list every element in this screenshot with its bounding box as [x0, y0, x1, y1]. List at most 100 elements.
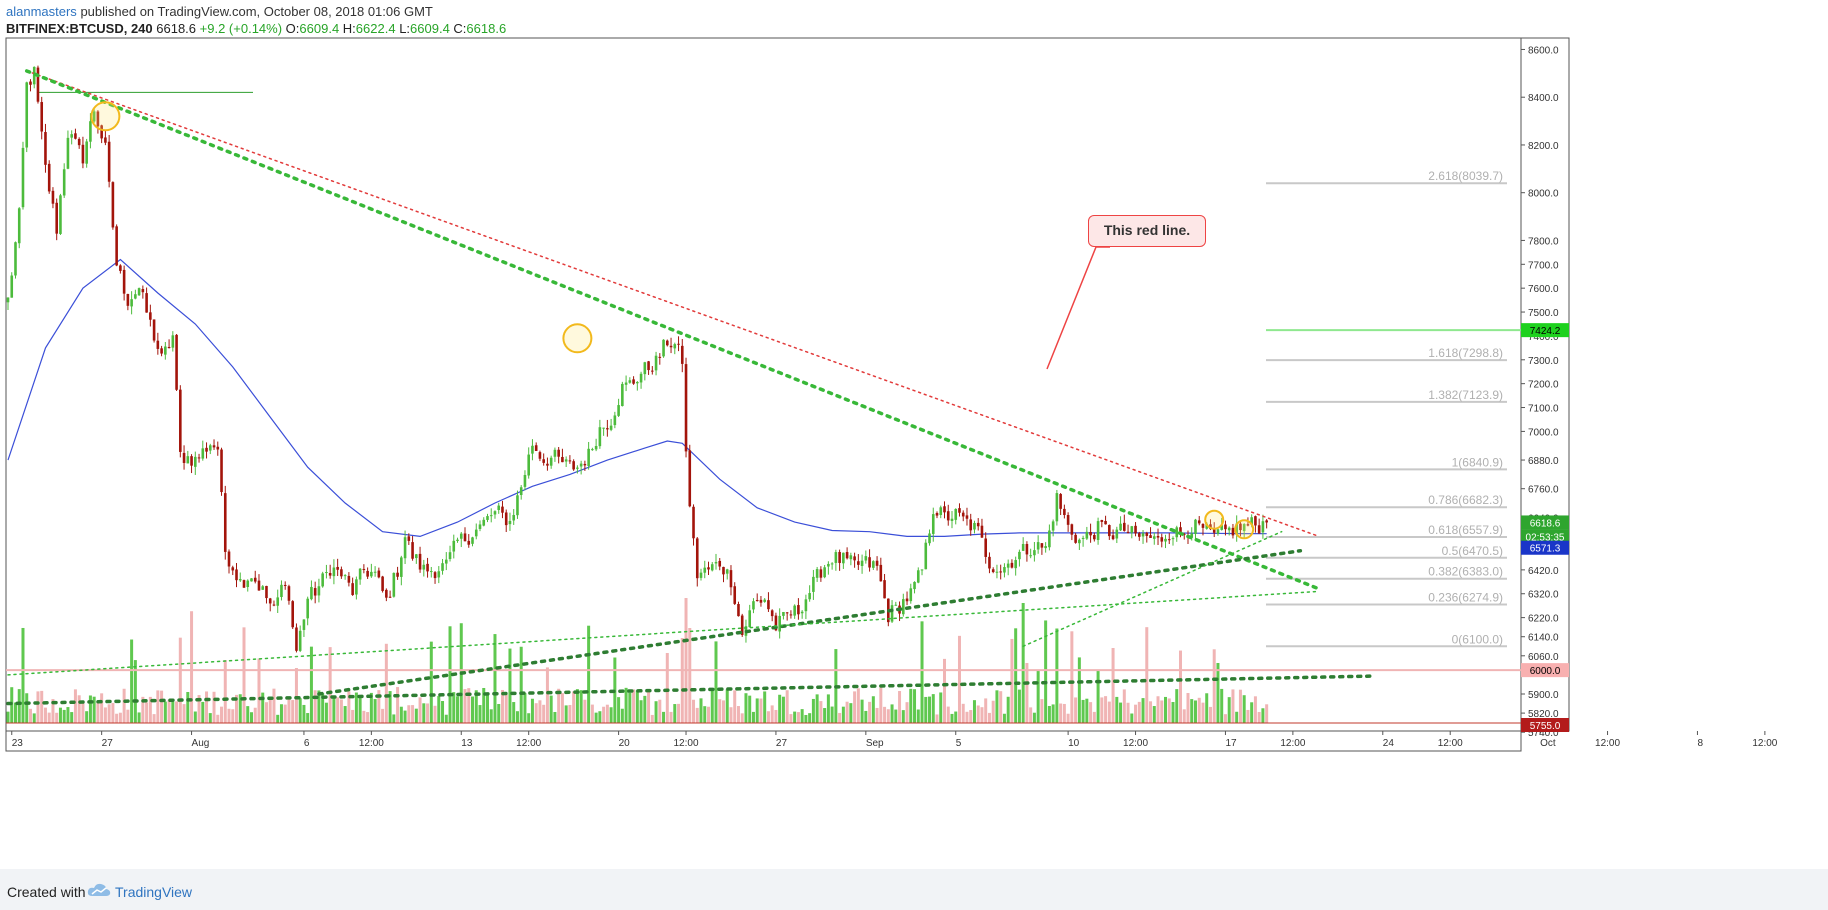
candle-body [609, 425, 613, 430]
author-link[interactable]: alanmasters [6, 4, 77, 19]
volume-bar [707, 706, 711, 723]
candle-body [916, 570, 920, 583]
candle-body [905, 598, 909, 602]
volume-bar [452, 692, 456, 723]
candle-body [512, 514, 516, 521]
candle-body [201, 448, 205, 459]
price-tick-label: 7000.0 [1528, 427, 1559, 438]
countdown-price-label: 02:53:35 [1526, 532, 1565, 543]
price-tick-label: 6220.0 [1528, 614, 1559, 625]
candle-body [961, 512, 965, 517]
candle-body [564, 459, 568, 462]
volume-bar [999, 691, 1003, 723]
volume-bar [823, 708, 827, 723]
volume-bar [73, 689, 77, 723]
volume-bar [403, 710, 407, 723]
volume-bar [639, 700, 643, 723]
volume-bar [6, 711, 10, 723]
candle-body [10, 275, 14, 298]
candle-body [557, 449, 560, 457]
candle-body [96, 111, 100, 127]
candle-body [1179, 527, 1182, 535]
candle-body [695, 538, 699, 579]
candle-body [119, 265, 122, 271]
candle-body [954, 508, 958, 520]
volume-bar [778, 694, 782, 723]
volume-bar [268, 698, 272, 723]
volume-bar [905, 702, 909, 723]
volume-bar [1059, 703, 1063, 723]
volume-bar [538, 700, 542, 723]
candle-body [385, 589, 388, 598]
candle-body [422, 564, 426, 570]
candle-body [594, 445, 598, 450]
tradingview-brand[interactable]: TradingView [115, 884, 193, 900]
candle-body [1010, 562, 1014, 568]
candle-body [673, 344, 677, 349]
candle-body [598, 427, 602, 447]
support-price-label: 6000.0 [1530, 666, 1561, 677]
candle-body [838, 551, 841, 563]
candle-body [62, 169, 66, 196]
volume-bar [662, 711, 666, 723]
price-chart[interactable]: 2.618(8039.7) 1.618(7298.8) 1.382(7123.9) 1… [0, 0, 1828, 869]
volume-bar [946, 706, 950, 723]
candle-body [1036, 542, 1040, 550]
candle-body [699, 572, 703, 578]
volume-bar [845, 701, 849, 723]
time-tick-label: Aug [192, 738, 210, 749]
volume-bar [1235, 711, 1239, 723]
highlight-circle [1234, 519, 1255, 540]
volume-bar [220, 706, 224, 723]
candle-body [205, 447, 208, 452]
candle-body [576, 467, 579, 469]
candle-body [931, 514, 935, 534]
time-tick-label: 12:00 [516, 738, 541, 749]
time-tick-label: Sep [866, 738, 884, 749]
candle-body [21, 147, 25, 208]
volume-bar [684, 598, 688, 723]
candle-body [636, 382, 639, 384]
price-tick-label: 8600.0 [1528, 45, 1559, 56]
volume-bar [774, 709, 778, 723]
volume-bar [437, 696, 441, 723]
volume-bar [1122, 689, 1126, 723]
volume-bar [133, 660, 137, 723]
volume-bar [1205, 693, 1209, 723]
candle-body [1209, 524, 1212, 530]
volume-bar [441, 701, 445, 723]
candle-body [1048, 530, 1051, 548]
volume-bar [781, 696, 785, 723]
volume-bar [81, 703, 85, 723]
candle-body [534, 445, 538, 451]
volume-bar [594, 712, 598, 723]
candle-body [190, 456, 193, 466]
moving-average-line [7, 258, 1267, 538]
price-tick-label: 5740.0 [1528, 728, 1559, 739]
volume-bar [733, 690, 737, 723]
volume-bar [980, 707, 984, 723]
candle-body [1108, 525, 1111, 537]
candle-body [489, 515, 493, 517]
candle-body [343, 575, 347, 577]
candle-body [212, 445, 216, 448]
candle-body [643, 362, 647, 375]
time-tick-label: 12:00 [359, 738, 384, 749]
candle-body [223, 493, 227, 552]
candle-body [1006, 563, 1010, 568]
volume-bar [1137, 701, 1141, 723]
candle-body [714, 562, 718, 564]
candle-body [17, 208, 21, 244]
candle-body [546, 463, 549, 466]
volume-bar [1074, 697, 1078, 723]
candle-body [362, 568, 366, 570]
volume-bar [725, 689, 729, 723]
candle-body [291, 601, 294, 628]
ma-price-tag [1521, 540, 1569, 555]
volume-bar [456, 696, 460, 723]
volume-bar [853, 691, 857, 723]
time-tick-label: 27 [776, 738, 788, 749]
candle-body [257, 580, 261, 591]
volume-bar [1051, 704, 1055, 723]
volume-bar [721, 700, 725, 723]
